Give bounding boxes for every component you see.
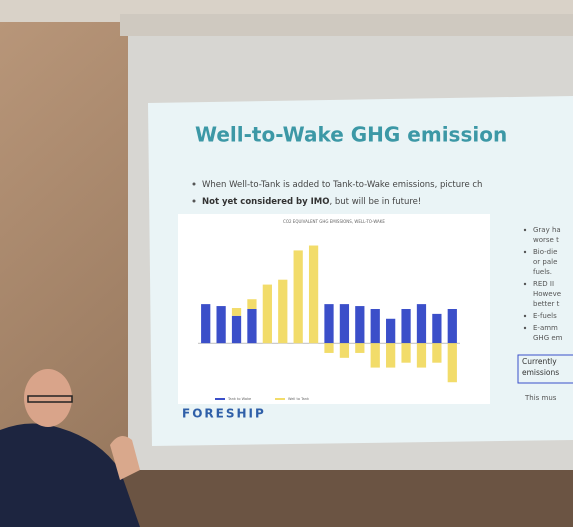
head bbox=[24, 369, 72, 427]
bullet-dot bbox=[193, 183, 196, 186]
bar bbox=[371, 309, 380, 343]
side-bullet-dot bbox=[524, 251, 526, 253]
bar bbox=[263, 285, 272, 344]
bar bbox=[278, 280, 287, 343]
box-line: emissions bbox=[522, 368, 559, 377]
bar bbox=[401, 343, 410, 363]
chart-title: CO2 EQUIVALENT GHG EMISSIONS, WELL-TO-WA… bbox=[283, 219, 385, 224]
bar bbox=[432, 343, 441, 363]
bar bbox=[448, 343, 457, 382]
bar bbox=[386, 319, 395, 343]
side-bullet-line: fuels. bbox=[533, 268, 552, 276]
bar bbox=[355, 343, 364, 353]
logo: FORESHIP bbox=[182, 407, 266, 421]
bar bbox=[448, 309, 457, 343]
bullet: When Well-to-Tank is added to Tank-to-Wa… bbox=[202, 180, 482, 190]
note: This mus bbox=[524, 394, 557, 402]
bar bbox=[340, 343, 349, 358]
side-bullet-line: E-amm bbox=[533, 324, 558, 332]
bullet-dot bbox=[193, 200, 196, 203]
bar bbox=[417, 343, 426, 367]
legend-label: Well to Tank bbox=[288, 397, 310, 401]
side-bullet-line: GHG em bbox=[533, 334, 563, 342]
side-bullet-line: worse t bbox=[533, 236, 559, 244]
bar bbox=[294, 250, 303, 343]
side-bullet-line: E-fuels bbox=[533, 312, 557, 320]
box-line: Currently bbox=[522, 357, 557, 366]
side-bullet-line: Bio-die bbox=[533, 248, 557, 256]
bar bbox=[355, 306, 364, 343]
screen-housing bbox=[120, 14, 573, 36]
bar bbox=[232, 308, 241, 316]
bar bbox=[201, 304, 210, 343]
bar bbox=[216, 306, 225, 343]
bullet-text: When Well-to-Tank is added to Tank-to-Wa… bbox=[202, 180, 482, 190]
side-bullet-line: better t bbox=[533, 300, 560, 308]
bar bbox=[247, 309, 256, 343]
bar bbox=[371, 343, 380, 367]
bar bbox=[324, 343, 333, 353]
bar bbox=[324, 304, 333, 343]
side-bullet-line: Howeve bbox=[533, 290, 561, 298]
photo: Well-to-Wake GHG emission CO2 EQUIVALENT… bbox=[0, 0, 573, 527]
bullet-text: , but will be in future! bbox=[330, 197, 422, 207]
side-bullet-line: or pale bbox=[533, 258, 557, 266]
side-bullet-line: Gray ha bbox=[533, 226, 561, 234]
bar bbox=[432, 314, 441, 343]
bar bbox=[232, 316, 241, 343]
side-bullet-dot bbox=[524, 229, 526, 231]
slide-title: Well-to-Wake GHG emission bbox=[195, 123, 507, 147]
side-bullet-dot bbox=[524, 315, 526, 317]
legend-label: Tank to Wake bbox=[227, 397, 251, 401]
side-bullet-line: RED II bbox=[533, 280, 554, 288]
bar bbox=[247, 299, 256, 309]
legend-swatch bbox=[275, 398, 285, 400]
bar bbox=[309, 246, 318, 344]
bar bbox=[386, 343, 395, 367]
bar bbox=[417, 304, 426, 343]
side-bullet-dot bbox=[524, 327, 526, 329]
side-bullet-dot bbox=[524, 283, 526, 285]
legend-swatch bbox=[215, 398, 225, 400]
bar bbox=[401, 309, 410, 343]
bar bbox=[340, 304, 349, 343]
bullet-bold: Not yet considered by IMO bbox=[202, 197, 330, 207]
bullet: Not yet considered by IMO, but will be i… bbox=[202, 197, 421, 207]
